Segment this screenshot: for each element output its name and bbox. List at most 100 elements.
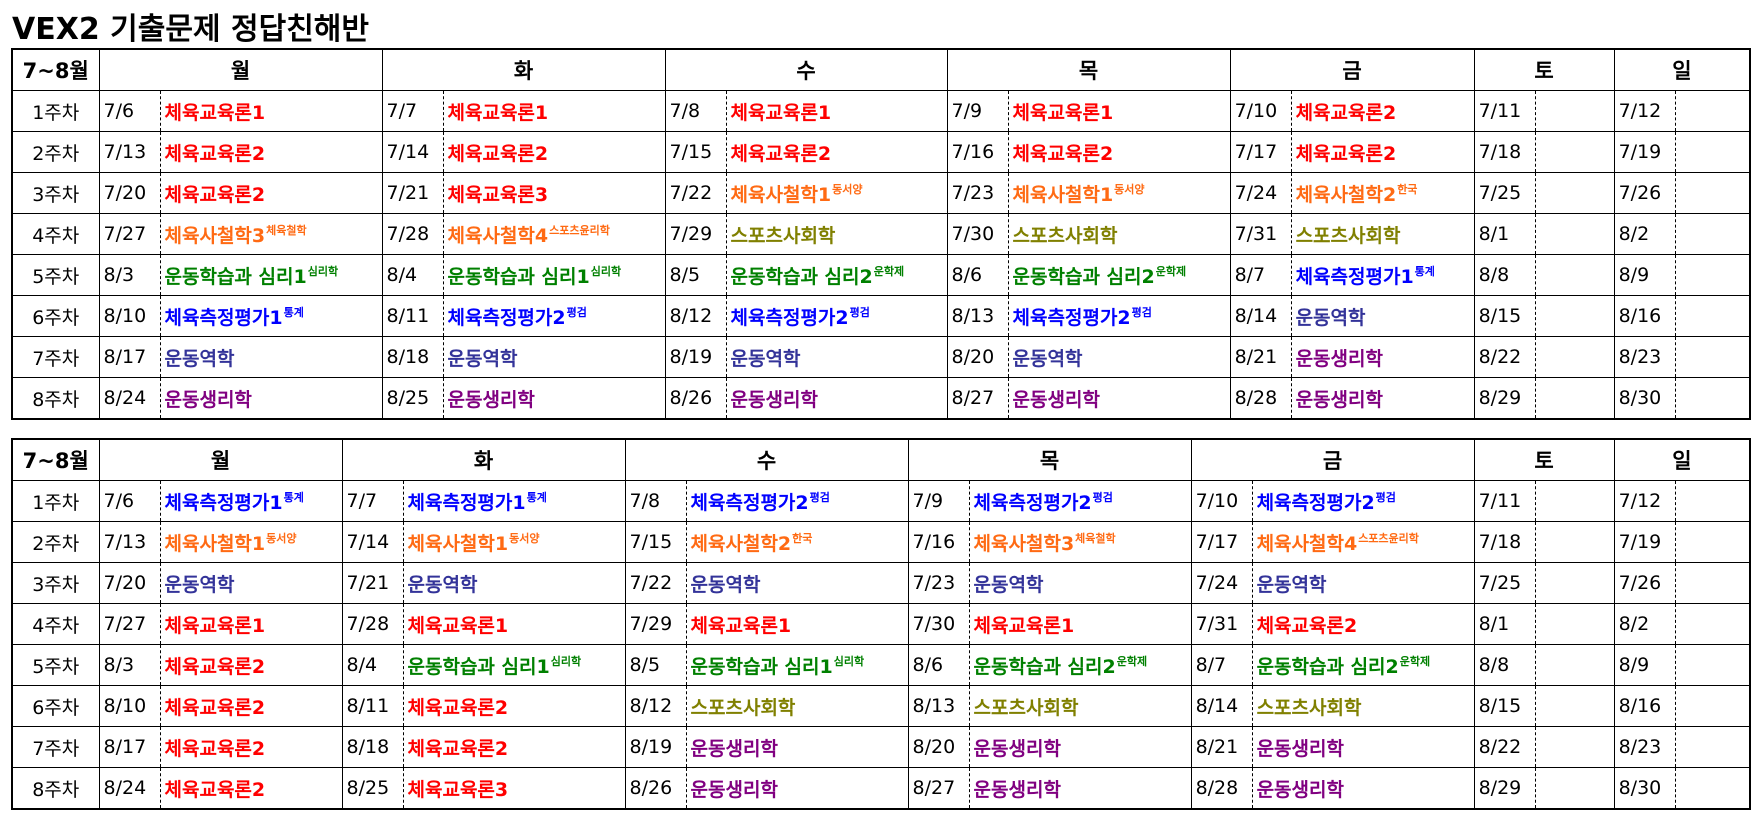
subject-cell: 체육측정평가1통계: [403, 480, 626, 522]
subject-cell: 운동학습과 심리1심리학: [686, 644, 909, 686]
subject-cell: 운동역학: [1252, 562, 1475, 604]
subject-cell: [1535, 131, 1615, 173]
subject-cell: 운동생리학: [1252, 767, 1475, 810]
subject-name: 운동역학: [164, 573, 235, 596]
subject-cell: [1535, 336, 1615, 378]
subject-name: 체육사철학4: [447, 224, 549, 247]
subject-cell: 체육교육론1: [726, 90, 948, 132]
subject-tag: 동서양: [832, 182, 863, 196]
subject-cell: 체육교육론1: [160, 603, 343, 645]
date-cell: 7/8: [664, 90, 727, 132]
subject-cell: 스포츠사회학: [969, 685, 1192, 727]
week-label: 5주차: [11, 644, 100, 686]
subject-cell: 체육교육론1: [969, 603, 1192, 645]
month-header: 7~8월: [11, 48, 100, 91]
subject-tag: 동서양: [509, 531, 540, 545]
date-cell: 7/7: [381, 90, 444, 132]
subject-cell: [1675, 521, 1751, 563]
date-cell: 8/1: [1473, 603, 1536, 645]
date-cell: 8/12: [664, 295, 727, 337]
header-row: 7~8월 월 화 수 목 금 토 일: [11, 438, 1751, 481]
week-row: 7주차 8/17 체육교육론2 8/18 체육교육론2 8/19 운동생리학 8/20 운동생리…: [11, 726, 1751, 768]
date-cell: 7/21: [341, 562, 404, 604]
date-cell: 7/19: [1613, 131, 1676, 173]
subject-name: 체육사철학1: [164, 532, 266, 555]
subject-tag: 체육철학: [266, 223, 307, 237]
subject-name: 운동역학: [164, 347, 235, 370]
date-cell: 7/11: [1473, 480, 1536, 522]
subject-name: 운동학습과 심리1: [690, 655, 833, 678]
date-cell: 8/6: [946, 254, 1009, 296]
subject-cell: 체육교육론2: [403, 726, 626, 768]
subject-cell: [1675, 172, 1751, 214]
subject-cell: 체육사철학3체육철학: [969, 521, 1192, 563]
subject-cell: 체육교육론1: [1008, 90, 1231, 132]
subject-cell: 체육측정평가2평검: [969, 480, 1192, 522]
day-header: 월: [98, 438, 343, 481]
week-label: 7주차: [11, 336, 100, 378]
subject-tag: 통계: [526, 490, 547, 504]
subject-name: 운동생리학: [730, 388, 818, 411]
subject-cell: [1535, 726, 1615, 768]
subject-cell: 운동생리학: [686, 767, 909, 810]
week-row: 8주차 8/24 체육교육론2 8/25 체육교육론3 8/26 운동생리학 8/27 운동생리…: [11, 767, 1751, 810]
date-cell: 7/20: [98, 172, 161, 214]
subject-name: 운동생리학: [1256, 778, 1344, 801]
subject-name: 체육교육론2: [164, 142, 266, 165]
subject-cell: [1675, 767, 1751, 810]
subject-cell: [1535, 480, 1615, 522]
subject-tag: 평검: [809, 490, 830, 504]
date-cell: 7/15: [664, 131, 727, 173]
subject-name: 체육사철학3: [973, 532, 1075, 555]
date-cell: 7/31: [1190, 603, 1253, 645]
date-cell: 7/29: [664, 213, 727, 255]
subject-cell: 운동역학: [1008, 336, 1231, 378]
subject-cell: 스포츠사회학: [1291, 213, 1475, 255]
subject-name: 체육측정평가2: [730, 306, 849, 329]
date-cell: 8/16: [1613, 295, 1676, 337]
date-cell: 7/24: [1229, 172, 1292, 214]
subject-cell: 운동생리학: [1291, 336, 1475, 378]
date-cell: 7/26: [1613, 562, 1676, 604]
subject-tag: 동서양: [266, 531, 297, 545]
subject-cell: 운동역학: [160, 562, 343, 604]
date-cell: 8/9: [1613, 254, 1676, 296]
week-row: 2주차 7/13 체육사철학1동서양 7/14 체육사철학1동서양 7/15 체육사철학2한…: [11, 521, 1751, 563]
subject-tag: 운학제: [1116, 654, 1148, 668]
date-cell: 8/4: [381, 254, 444, 296]
subject-cell: 스포츠사회학: [1252, 685, 1475, 727]
date-cell: 8/10: [98, 295, 161, 337]
date-cell: 8/18: [341, 726, 404, 768]
day-header: 목: [907, 438, 1192, 481]
subject-tag: 심리학: [307, 264, 339, 278]
subject-cell: 체육측정평가1통계: [1291, 254, 1475, 296]
subject-cell: 체육교육론1: [403, 603, 626, 645]
date-cell: 7/19: [1613, 521, 1676, 563]
subject-tag: 스포츠윤리학: [549, 223, 610, 237]
week-row: 6주차 8/10 체육측정평가1통계 8/11 체육측정평가2평검 8/12 체육측정평가2…: [11, 295, 1751, 337]
date-cell: 8/24: [98, 767, 161, 810]
subject-name: 운동생리학: [973, 737, 1061, 760]
subject-name: 운동생리학: [1012, 388, 1100, 411]
subject-cell: 체육사철학1동서양: [726, 172, 948, 214]
week-label: 5주차: [11, 254, 100, 296]
subject-cell: [1535, 254, 1615, 296]
subject-cell: 운동생리학: [969, 767, 1192, 810]
subject-name: 체육측정평가1: [407, 491, 526, 514]
subject-cell: 체육사철학1동서양: [160, 521, 343, 563]
week-label: 7주차: [11, 726, 100, 768]
subject-name: 운동생리학: [690, 778, 778, 801]
subject-cell: 체육측정평가2평검: [1008, 295, 1231, 337]
date-cell: 7/26: [1613, 172, 1676, 214]
subject-cell: 체육교육론2: [1291, 131, 1475, 173]
subject-cell: 체육사철학1동서양: [1008, 172, 1231, 214]
week-row: 3주차 7/20 운동역학 7/21 운동역학 7/22 운동역학 7/23 운동역학 7/24 운…: [11, 562, 1751, 604]
date-cell: 7/30: [946, 213, 1009, 255]
subject-cell: 체육사철학4스포츠윤리학: [443, 213, 666, 255]
date-cell: 7/18: [1473, 521, 1536, 563]
week-row: 5주차 8/3 체육교육론2 8/4 운동학습과 심리1심리학 8/5 운동학습과 심리1심…: [11, 644, 1751, 686]
subject-name: 체육측정평가2: [973, 491, 1092, 514]
day-header: 토: [1473, 48, 1615, 91]
date-cell: 8/9: [1613, 644, 1676, 686]
subject-name: 체육교육론1: [1012, 101, 1114, 124]
